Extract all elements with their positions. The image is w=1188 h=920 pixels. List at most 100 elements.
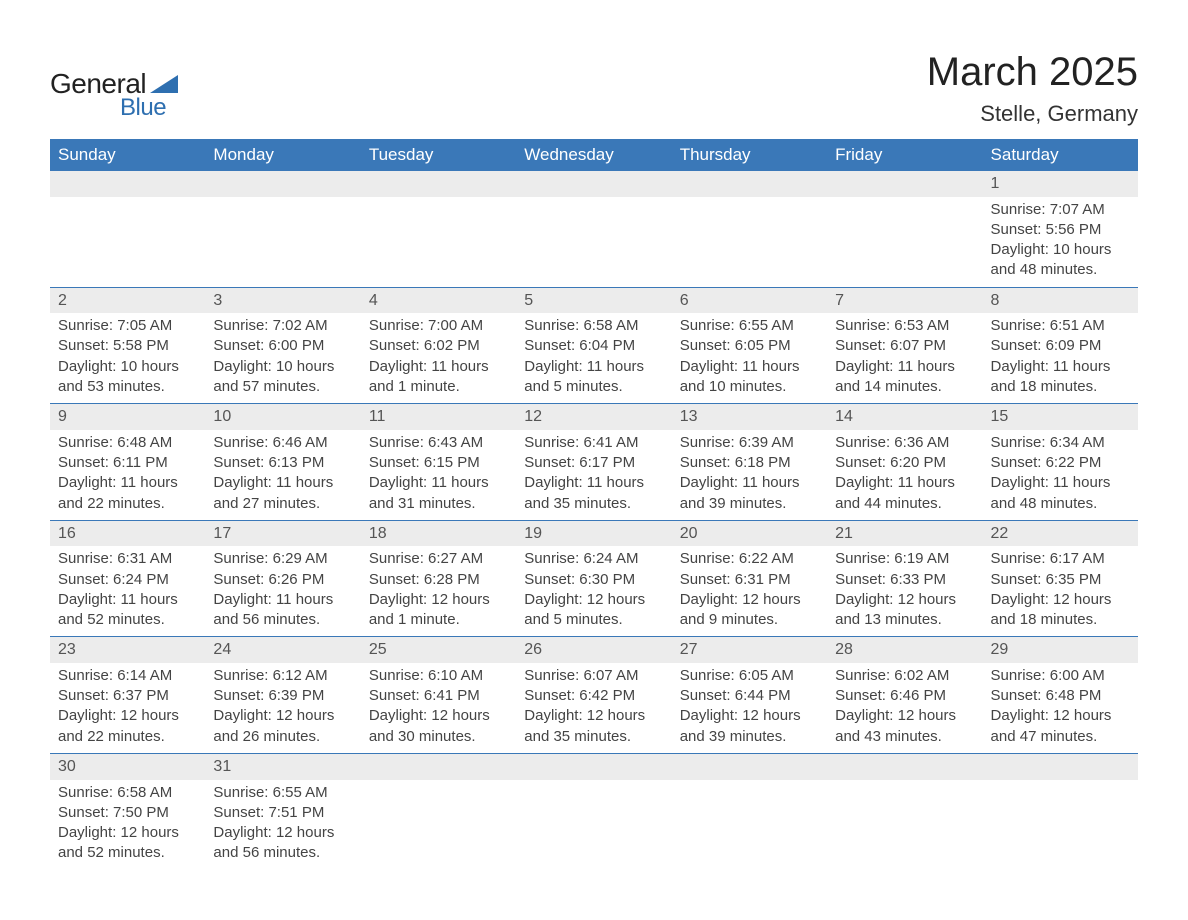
sunrise-line: Sunrise: 6:34 AM [991,433,1130,453]
daylight-line: Daylight: 11 hours and 35 minutes. [524,473,663,514]
sunrise-line: Sunrise: 6:55 AM [213,783,352,803]
sunset-line: Sunset: 6:31 PM [680,570,819,590]
sunset-line: Sunset: 6:42 PM [524,686,663,706]
day-data: Sunrise: 6:24 AMSunset: 6:30 PMDaylight:… [516,546,671,636]
logo: General Blue [50,68,178,122]
daylight-line: Daylight: 12 hours and 5 minutes. [524,590,663,631]
day-data: Sunrise: 7:02 AMSunset: 6:00 PMDaylight:… [205,313,360,403]
sunrise-line: Sunrise: 6:22 AM [680,549,819,569]
calendar-day-cell: 13Sunrise: 6:39 AMSunset: 6:18 PMDayligh… [672,404,827,521]
calendar-day-cell: 11Sunrise: 6:43 AMSunset: 6:15 PMDayligh… [361,404,516,521]
calendar-day-cell: 4Sunrise: 7:00 AMSunset: 6:02 PMDaylight… [361,287,516,404]
day-number: 12 [516,404,671,430]
day-data [827,197,982,269]
calendar-day-cell: 15Sunrise: 6:34 AMSunset: 6:22 PMDayligh… [983,404,1138,521]
day-data [672,780,827,852]
calendar-day-cell: 2Sunrise: 7:05 AMSunset: 5:58 PMDaylight… [50,287,205,404]
sunrise-line: Sunrise: 6:12 AM [213,666,352,686]
weekday-header: Monday [205,139,360,171]
sunset-line: Sunset: 6:41 PM [369,686,508,706]
sunrise-line: Sunrise: 6:10 AM [369,666,508,686]
day-number [361,171,516,197]
daylight-line: Daylight: 11 hours and 39 minutes. [680,473,819,514]
sunset-line: Sunset: 7:50 PM [58,803,197,823]
day-number [205,171,360,197]
day-data [516,780,671,852]
day-data: Sunrise: 6:41 AMSunset: 6:17 PMDaylight:… [516,430,671,520]
day-number: 7 [827,288,982,314]
sunrise-line: Sunrise: 6:48 AM [58,433,197,453]
daylight-line: Daylight: 11 hours and 48 minutes. [991,473,1130,514]
sunset-line: Sunset: 6:28 PM [369,570,508,590]
sunset-line: Sunset: 6:48 PM [991,686,1130,706]
day-data: Sunrise: 6:12 AMSunset: 6:39 PMDaylight:… [205,663,360,753]
sunset-line: Sunset: 6:22 PM [991,453,1130,473]
sunrise-line: Sunrise: 6:17 AM [991,549,1130,569]
sunrise-line: Sunrise: 6:43 AM [369,433,508,453]
daylight-line: Daylight: 11 hours and 44 minutes. [835,473,974,514]
calendar-day-cell: 3Sunrise: 7:02 AMSunset: 6:00 PMDaylight… [205,287,360,404]
daylight-line: Daylight: 12 hours and 26 minutes. [213,706,352,747]
calendar-day-cell: 26Sunrise: 6:07 AMSunset: 6:42 PMDayligh… [516,637,671,754]
day-number: 5 [516,288,671,314]
day-number [361,754,516,780]
day-number [516,754,671,780]
day-number: 30 [50,754,205,780]
day-data [205,197,360,269]
day-data: Sunrise: 7:07 AMSunset: 5:56 PMDaylight:… [983,197,1138,287]
calendar-day-cell: 24Sunrise: 6:12 AMSunset: 6:39 PMDayligh… [205,637,360,754]
day-data: Sunrise: 6:27 AMSunset: 6:28 PMDaylight:… [361,546,516,636]
daylight-line: Daylight: 11 hours and 14 minutes. [835,357,974,398]
day-data [361,197,516,269]
sunrise-line: Sunrise: 6:05 AM [680,666,819,686]
day-data [983,780,1138,852]
weekday-header: Wednesday [516,139,671,171]
sunset-line: Sunset: 6:46 PM [835,686,974,706]
daylight-line: Daylight: 12 hours and 22 minutes. [58,706,197,747]
calendar-empty-cell [361,753,516,869]
calendar-day-cell: 20Sunrise: 6:22 AMSunset: 6:31 PMDayligh… [672,520,827,637]
calendar-day-cell: 21Sunrise: 6:19 AMSunset: 6:33 PMDayligh… [827,520,982,637]
day-number [983,754,1138,780]
day-number [827,754,982,780]
day-data: Sunrise: 6:39 AMSunset: 6:18 PMDaylight:… [672,430,827,520]
daylight-line: Daylight: 12 hours and 56 minutes. [213,823,352,864]
calendar-empty-cell [983,753,1138,869]
sunset-line: Sunset: 6:30 PM [524,570,663,590]
sunset-line: Sunset: 6:07 PM [835,336,974,356]
day-data [361,780,516,852]
day-data: Sunrise: 6:58 AMSunset: 7:50 PMDaylight:… [50,780,205,870]
daylight-line: Daylight: 12 hours and 39 minutes. [680,706,819,747]
day-data: Sunrise: 6:10 AMSunset: 6:41 PMDaylight:… [361,663,516,753]
daylight-line: Daylight: 12 hours and 18 minutes. [991,590,1130,631]
sunset-line: Sunset: 6:37 PM [58,686,197,706]
daylight-line: Daylight: 11 hours and 56 minutes. [213,590,352,631]
sunrise-line: Sunrise: 7:07 AM [991,200,1130,220]
month-title: March 2025 [927,50,1138,95]
day-data: Sunrise: 7:00 AMSunset: 6:02 PMDaylight:… [361,313,516,403]
day-data: Sunrise: 6:55 AMSunset: 6:05 PMDaylight:… [672,313,827,403]
day-number: 11 [361,404,516,430]
day-data: Sunrise: 6:55 AMSunset: 7:51 PMDaylight:… [205,780,360,870]
sunrise-line: Sunrise: 6:41 AM [524,433,663,453]
sunset-line: Sunset: 6:11 PM [58,453,197,473]
sunrise-line: Sunrise: 6:58 AM [524,316,663,336]
calendar-day-cell: 14Sunrise: 6:36 AMSunset: 6:20 PMDayligh… [827,404,982,521]
day-number: 9 [50,404,205,430]
day-number: 14 [827,404,982,430]
calendar-table: SundayMondayTuesdayWednesdayThursdayFrid… [50,139,1138,870]
weekday-header: Thursday [672,139,827,171]
calendar-empty-cell [827,753,982,869]
daylight-line: Daylight: 12 hours and 47 minutes. [991,706,1130,747]
sunset-line: Sunset: 6:09 PM [991,336,1130,356]
weekday-header: Saturday [983,139,1138,171]
day-number: 25 [361,637,516,663]
sunrise-line: Sunrise: 6:07 AM [524,666,663,686]
daylight-line: Daylight: 12 hours and 13 minutes. [835,590,974,631]
day-number: 24 [205,637,360,663]
calendar-day-cell: 17Sunrise: 6:29 AMSunset: 6:26 PMDayligh… [205,520,360,637]
day-number: 26 [516,637,671,663]
day-number: 27 [672,637,827,663]
day-data: Sunrise: 6:36 AMSunset: 6:20 PMDaylight:… [827,430,982,520]
calendar-day-cell: 10Sunrise: 6:46 AMSunset: 6:13 PMDayligh… [205,404,360,521]
